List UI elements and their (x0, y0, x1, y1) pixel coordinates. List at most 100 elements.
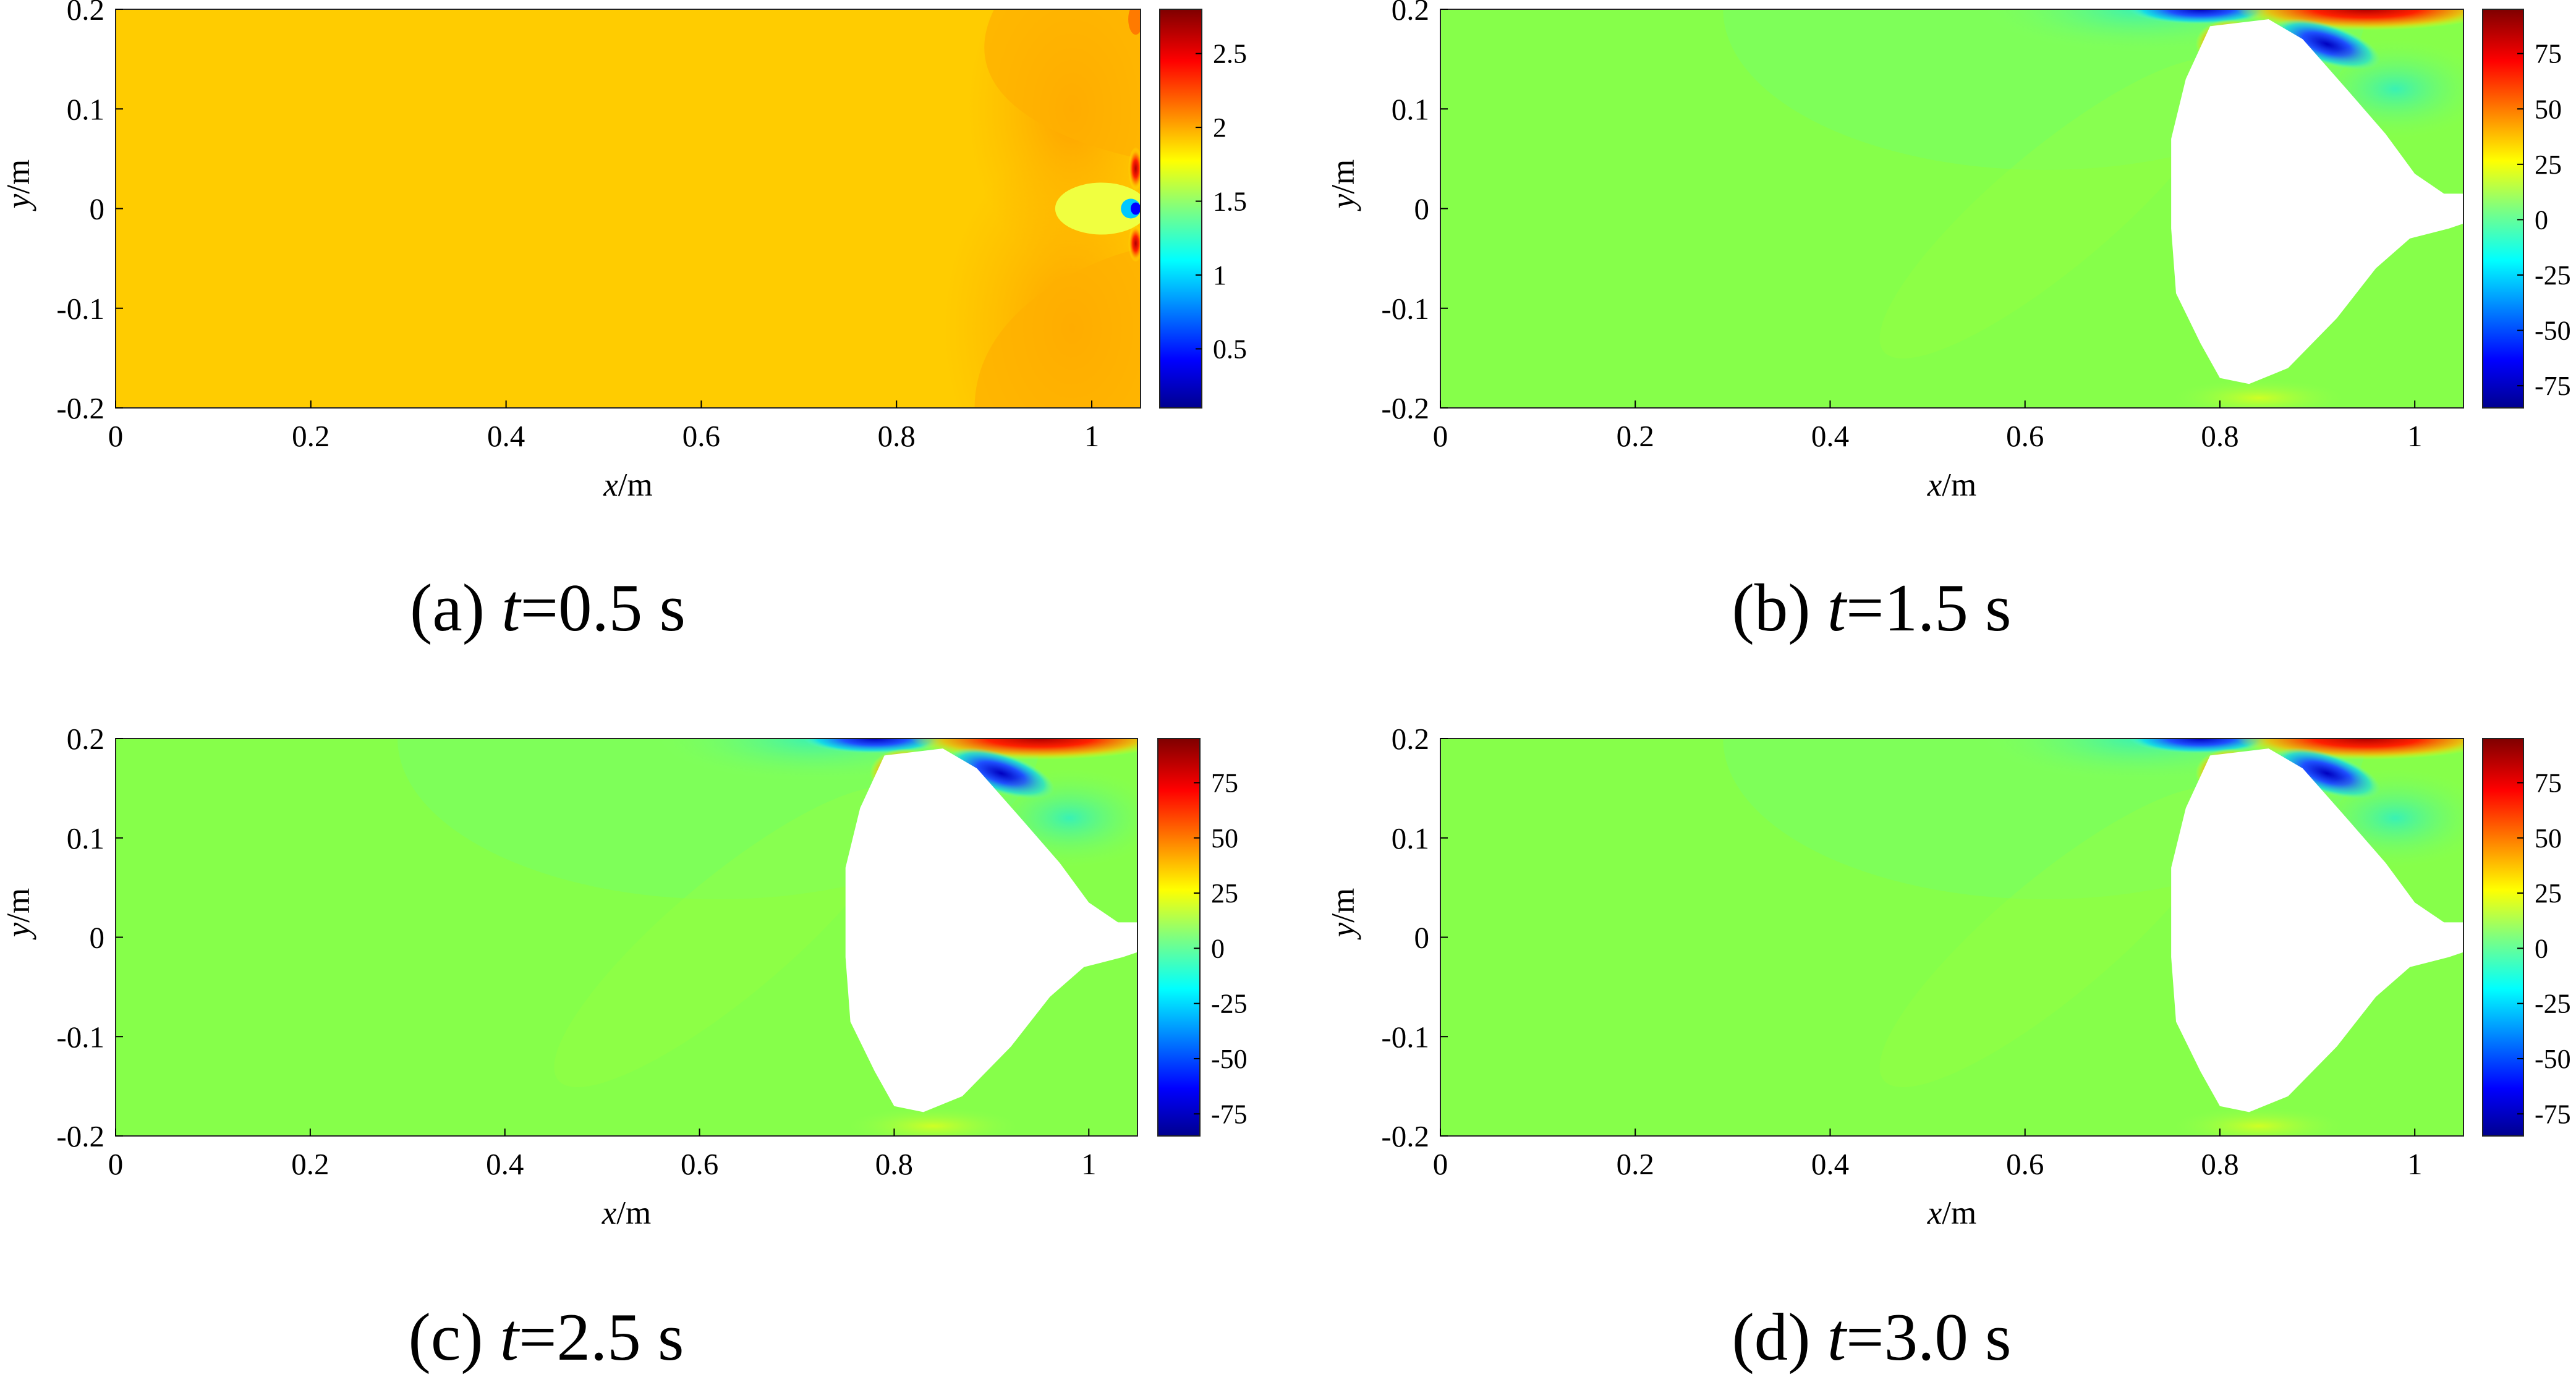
colorbar-tick-label: 75 (2535, 768, 2562, 798)
x-tick-label: 0.4 (1811, 1147, 1849, 1181)
y-axis-unit: /m (1325, 159, 1361, 194)
cavity-region (2171, 748, 2463, 1112)
field-yellow-bottom (846, 1107, 1020, 1136)
panel-caption: (c) t=2.5 s (409, 1300, 684, 1375)
x-tick-label: 1 (2407, 419, 2423, 453)
x-axis-unit: /m (616, 1195, 651, 1231)
x-axis-label: x/m (601, 1195, 651, 1231)
colorbar-tick-label: -25 (2535, 989, 2571, 1019)
x-axis-unit: /m (1942, 1195, 1976, 1231)
x-tick-label: 0.4 (487, 419, 525, 453)
x-tick-label: 0 (1433, 1147, 1448, 1181)
x-axis-unit: /m (618, 467, 653, 503)
caption-tag: (d) (1732, 1300, 1827, 1375)
y-axis-label: y/m (1, 159, 36, 211)
colorbar-tick-label: -25 (1211, 989, 1248, 1019)
colorbar-tick-label: 0 (2535, 933, 2548, 964)
caption-value: =1.5 s (1846, 570, 2011, 645)
contour-field (116, 739, 1137, 1136)
cavity-region (2171, 19, 2463, 384)
colorbar-tick-label: 0 (2535, 205, 2548, 235)
panel-d: 0 0.2 0.4 0.6 0.8 10.20.10-0.1-0.2x/my/m75502… (1325, 722, 2571, 1375)
colorbar-tick-label: 0 (1211, 933, 1225, 964)
colorbar-tick-label: 25 (2535, 878, 2562, 909)
y-axis-var: y (1, 922, 36, 940)
panel-caption: (b) t=1.5 s (1732, 570, 2011, 645)
colorbar-tick-label: -50 (2535, 1044, 2571, 1074)
x-axis-unit: /m (1942, 467, 1976, 503)
x-tick-label: 0.2 (1617, 419, 1654, 453)
colorbar (1159, 9, 1202, 409)
y-tick-label: -0.2 (1381, 1119, 1429, 1153)
x-tick-label: 0 (1433, 419, 1448, 453)
colorbar-tick-label: 1 (1213, 260, 1226, 290)
x-axis-label: x/m (1927, 467, 1976, 503)
colorbar (1157, 738, 1201, 1137)
x-axis-label: x/m (1927, 1195, 1976, 1231)
y-axis-label: y/m (1, 888, 36, 940)
y-axis-var: y (1325, 922, 1361, 940)
y-tick-label: 0.1 (1392, 92, 1429, 126)
contour-field (116, 9, 1141, 408)
colorbar (2482, 9, 2524, 409)
caption-t: t (500, 1300, 521, 1375)
x-tick-label: 0.6 (681, 1147, 718, 1181)
x-tick-label: 0.8 (2201, 1147, 2238, 1181)
field-band-diag (554, 787, 904, 1088)
x-tick-label: 0.6 (2006, 1147, 2044, 1181)
caption-t: t (1827, 1300, 1848, 1375)
y-tick-label: -0.2 (1381, 391, 1429, 425)
x-tick-label: 0.6 (2006, 419, 2044, 453)
panel-b: 0 0.2 0.4 0.6 0.8 10.20.10-0.1-0.2x/my/m75502… (1325, 0, 2571, 645)
field-blue-core (1131, 202, 1141, 215)
x-tick-label: 1 (1084, 419, 1100, 453)
x-tick-label: 0 (108, 419, 124, 453)
caption-t: t (501, 570, 522, 645)
field-contour-lower (974, 248, 1141, 408)
colorbar-tick-label: -75 (1211, 1099, 1248, 1129)
y-tick-label: 0 (90, 921, 105, 955)
y-axis-unit: /m (1, 888, 36, 923)
field-contour-upper (984, 9, 1141, 159)
panel-caption: (d) t=3.0 s (1732, 1300, 2011, 1375)
panel-c: 0 0.2 0.4 0.6 0.8 10.20.10-0.1-0.2x/my/m75502… (1, 722, 1248, 1375)
contour-field (1440, 739, 2463, 1136)
y-tick-label: 0.2 (1392, 722, 1429, 756)
colorbar-tick-label: 1.5 (1213, 187, 1247, 217)
x-axis-var: x (1927, 1195, 1942, 1231)
colorbar-tick-label: -75 (2535, 1099, 2571, 1129)
caption-t: t (1827, 570, 1848, 645)
caption-tag: (b) (1732, 570, 1827, 645)
colorbar-tick-label: 25 (1211, 878, 1238, 909)
y-axis-label: y/m (1325, 888, 1361, 940)
colorbar-tick-label: 2 (1213, 112, 1226, 143)
contour-field (1440, 9, 2463, 408)
field-orange-corner (1128, 9, 1141, 35)
field-yellow-bottom (2172, 379, 2345, 408)
y-tick-label: 0.1 (1392, 821, 1429, 855)
x-tick-label: 0.8 (2201, 419, 2238, 453)
y-axis-var: y (1, 193, 36, 211)
caption-tag: (a) (410, 570, 501, 645)
colorbar-tick-label: -50 (2535, 316, 2571, 346)
colorbar-tick-label: 75 (2535, 39, 2562, 69)
colorbar-tick-label: 50 (2535, 94, 2562, 124)
x-tick-label: 0.4 (486, 1147, 524, 1181)
colorbar-tick-label: 2.5 (1213, 39, 1247, 69)
y-axis-label: y/m (1325, 159, 1361, 211)
y-tick-label: 0.1 (67, 821, 104, 855)
x-tick-label: 0.8 (878, 419, 916, 453)
colorbar-tick-label: 25 (2535, 150, 2562, 180)
colorbar-tick-label: 50 (2535, 823, 2562, 854)
x-axis-var: x (1927, 467, 1942, 503)
colorbar-tick-label: 50 (1211, 823, 1238, 854)
caption-tag: (c) (409, 1300, 500, 1375)
field-yellow-zone (1055, 182, 1141, 235)
x-tick-label: 0.6 (682, 419, 720, 453)
x-tick-label: 0.4 (1811, 419, 1849, 453)
y-tick-label: -0.1 (56, 1020, 104, 1054)
panel-caption: (a) t=0.5 s (410, 570, 686, 645)
caption-value: =0.5 s (521, 570, 686, 645)
y-tick-label: 0 (1414, 192, 1430, 226)
